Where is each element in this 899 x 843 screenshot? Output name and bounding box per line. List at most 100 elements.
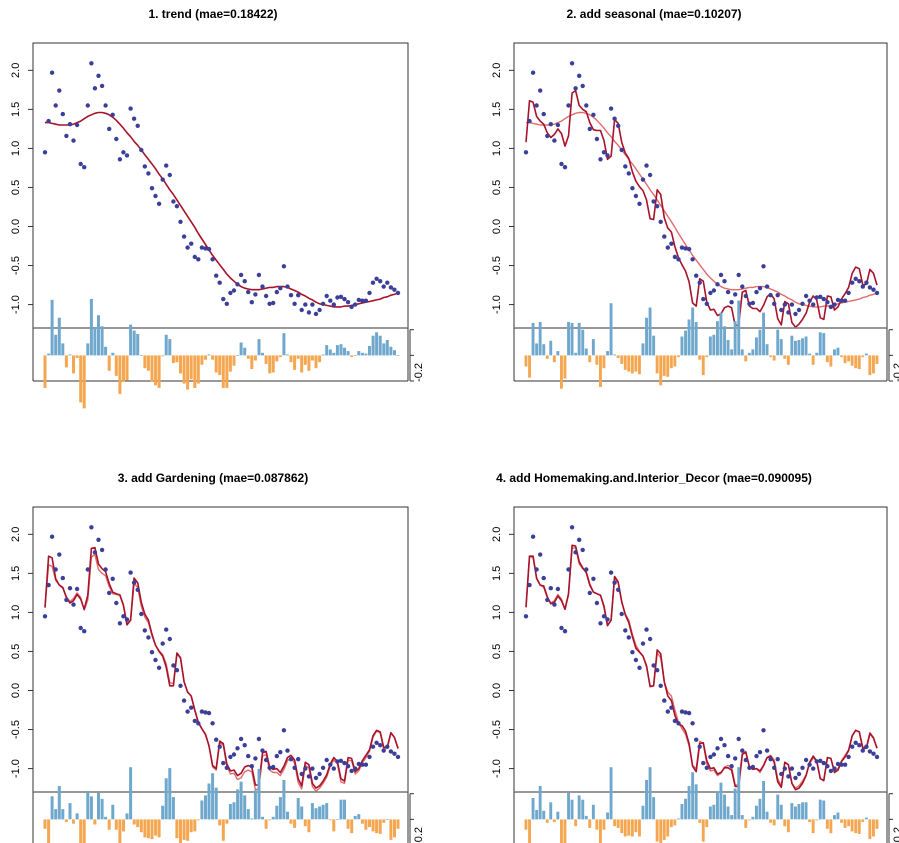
data-point: [385, 280, 390, 285]
data-point: [587, 126, 592, 132]
data-point: [690, 257, 695, 262]
data-point: [46, 582, 51, 588]
residual-bar: [57, 317, 61, 356]
data-point: [747, 765, 752, 770]
residual-bar: [278, 355, 282, 358]
residual-bar: [289, 355, 293, 363]
data-point: [708, 754, 713, 760]
data-point: [71, 138, 76, 143]
data-point: [353, 766, 358, 771]
residual-bar: [182, 819, 186, 840]
data-point: [363, 762, 369, 767]
residual-bar: [189, 819, 193, 833]
residual-bar: [801, 338, 804, 356]
data-point: [580, 83, 585, 89]
residual-bar: [854, 355, 858, 369]
data-point: [864, 280, 869, 285]
y-tick-label: 2.0: [10, 63, 22, 78]
data-point: [149, 186, 155, 191]
residual-bar: [726, 806, 730, 820]
fit-line-dark: [525, 544, 878, 791]
residual-bar: [716, 791, 719, 820]
residual-tick-label: -0.2: [892, 827, 899, 843]
residual-bar: [360, 352, 364, 356]
residual-bar: [769, 819, 773, 823]
residual-bar: [808, 353, 812, 356]
residual-bar: [659, 819, 663, 843]
residual-bar: [321, 804, 325, 820]
data-point: [338, 758, 344, 763]
y-tick-label: 0.5: [10, 180, 22, 195]
data-point: [224, 765, 229, 770]
data-point: [722, 279, 727, 284]
data-point: [573, 550, 578, 555]
data-point: [235, 282, 240, 287]
residual-bar: [577, 322, 581, 356]
data-point: [839, 298, 844, 303]
y-tick-label: -1.0: [10, 759, 22, 778]
residual-bar: [54, 809, 58, 820]
data-point: [60, 111, 65, 117]
residual-bar: [535, 343, 539, 356]
residual-bar: [570, 799, 574, 820]
data-point: [214, 737, 219, 742]
residual-bar: [82, 355, 86, 409]
residual-bar: [382, 343, 386, 356]
data-point: [345, 300, 351, 305]
data-point: [74, 122, 80, 128]
residual-bar: [552, 819, 556, 822]
data-point: [676, 721, 681, 726]
data-point: [793, 311, 798, 317]
data-point: [605, 153, 610, 158]
residual-bar: [864, 817, 868, 820]
data-point: [569, 61, 575, 66]
residual-bar: [239, 781, 243, 820]
data-point: [534, 567, 539, 572]
residual-bar: [648, 767, 652, 820]
data-point: [747, 301, 752, 306]
data-point: [171, 199, 176, 204]
data-point: [342, 760, 347, 766]
y-tick-label: 1.5: [491, 566, 503, 581]
y-tick-label: 0.0: [491, 219, 503, 234]
residual-bar: [723, 326, 726, 356]
residual-bar: [630, 355, 634, 374]
residual-bar: [673, 355, 677, 367]
residual-bar: [811, 819, 815, 834]
data-point: [310, 302, 315, 307]
data-point: [392, 751, 397, 756]
data-point: [203, 710, 208, 715]
residual-bar: [825, 355, 829, 363]
data-point: [672, 254, 678, 260]
residual-bar: [549, 802, 553, 820]
data-point: [591, 576, 596, 581]
data-point: [317, 771, 322, 777]
residual-bar: [641, 805, 645, 820]
residual-bar: [595, 819, 599, 830]
data-point: [189, 241, 194, 246]
residual-bar: [747, 819, 751, 821]
data-point: [203, 246, 208, 251]
residual-bar: [538, 322, 542, 356]
data-point: [864, 744, 869, 749]
residual-bar: [50, 299, 54, 356]
data-point: [764, 284, 770, 289]
residual-bar: [751, 349, 755, 356]
residual-bar: [563, 355, 567, 379]
residual-bar: [843, 355, 847, 364]
data-point: [616, 587, 621, 592]
data-point: [772, 765, 777, 770]
data-point: [750, 764, 756, 770]
residual-bar: [588, 355, 592, 363]
residual-bar: [154, 355, 158, 386]
chart-title: 4. add Homemaking.and.Interior_Decor (ma…: [496, 471, 812, 485]
data-point: [658, 219, 663, 224]
data-point: [167, 636, 172, 642]
residual-bar: [68, 803, 72, 820]
data-point: [263, 293, 269, 299]
data-point: [153, 193, 158, 199]
data-point: [647, 172, 653, 178]
residual-bar: [556, 811, 560, 820]
residual-bar: [779, 339, 783, 356]
data-point: [146, 171, 151, 176]
